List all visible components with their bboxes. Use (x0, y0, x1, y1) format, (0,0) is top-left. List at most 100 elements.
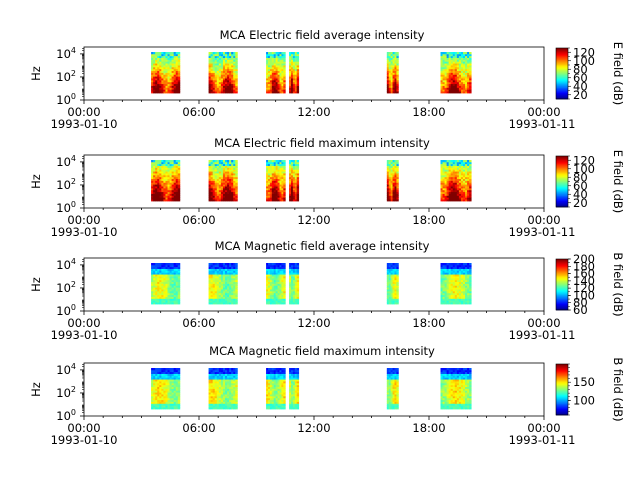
spectrogram-cell (291, 268, 294, 271)
spectrogram-cell (177, 81, 181, 85)
spectrogram-cell (151, 180, 154, 183)
data-segment (440, 160, 472, 202)
spectrogram-cell (386, 195, 390, 198)
spectrogram-cell (157, 272, 160, 275)
spectrogram-cell (462, 78, 466, 81)
colorbar-cell (556, 303, 568, 306)
spectrogram-cell (460, 83, 464, 86)
spectrogram-cell (208, 197, 212, 200)
spectrogram-cell (212, 173, 216, 176)
spectrogram-cell (173, 57, 177, 60)
spectrogram-cell (269, 176, 273, 180)
spectrogram-cell (165, 85, 168, 88)
spectrogram-cell (294, 66, 298, 70)
spectrogram-cell (177, 407, 181, 410)
spectrogram-cell (161, 55, 164, 58)
spectrogram-cell (208, 76, 212, 79)
spectrogram-cell (173, 266, 177, 269)
spectrogram-cell (390, 176, 393, 180)
spectrogram-cell (225, 52, 228, 55)
spectrogram-cell (279, 87, 282, 90)
spectrogram-cell (296, 167, 300, 170)
spectrogram-cell (233, 85, 236, 88)
spectrogram-cell (161, 388, 164, 391)
spectrogram-cell (161, 193, 164, 196)
spectrogram-cell (456, 169, 460, 172)
spectrogram-cell (283, 264, 286, 268)
spectrogram-cell (175, 379, 179, 382)
spectrogram-cell (231, 174, 234, 178)
spectrogram-cell (388, 173, 392, 176)
spectrogram-cell (465, 59, 468, 62)
spectrogram-cell (273, 292, 277, 296)
data-segment (266, 52, 286, 94)
spectrogram-cell (394, 289, 397, 292)
colorbar-cell (556, 62, 568, 64)
spectrogram-cell (163, 264, 166, 268)
spectrogram-cell (159, 57, 162, 60)
spectrogram-cell (448, 189, 452, 193)
spectrogram-cell (446, 292, 450, 296)
spectrogram-cell (450, 294, 454, 297)
spectrogram-cell (157, 392, 160, 395)
spectrogram-cell (212, 61, 216, 64)
spectrogram-cell (281, 55, 284, 58)
spectrogram-cell (163, 167, 166, 170)
spectrogram-cell (175, 397, 179, 401)
spectrogram-cell (277, 173, 280, 176)
spectrogram-cell (177, 399, 181, 402)
spectrogram-cell (163, 160, 166, 163)
spectrogram-cell (279, 270, 282, 273)
spectrogram-cell (440, 79, 443, 83)
spectrogram-cell (390, 167, 393, 170)
spectrogram-cell (292, 186, 296, 189)
spectrogram-cell (390, 180, 393, 183)
spectrogram-cell (171, 263, 175, 266)
spectrogram-cell (266, 79, 269, 83)
spectrogram-cell (171, 91, 175, 94)
spectrogram-cell (392, 298, 395, 301)
spectrogram-cell (446, 81, 450, 85)
spectrogram-cell (444, 52, 448, 55)
spectrogram-cell (171, 160, 175, 163)
spectrogram-cell (173, 285, 177, 288)
spectrogram-cell (153, 167, 156, 170)
spectrogram-cell (177, 281, 181, 284)
spectrogram-cell (277, 276, 280, 279)
spectrogram-cell (273, 302, 277, 305)
spectrogram-cell (208, 74, 212, 77)
spectrogram-cell (173, 85, 177, 88)
spectrogram-cell (173, 74, 177, 77)
spectrogram-cell (454, 279, 458, 283)
spectrogram-cell (440, 68, 443, 72)
spectrogram-cell (275, 176, 278, 180)
spectrogram-cell (294, 91, 298, 94)
spectrogram-cell (469, 263, 472, 266)
spectrogram-cell (167, 74, 170, 77)
spectrogram-cell (442, 182, 445, 185)
spectrogram-cell (388, 83, 392, 86)
spectrogram-cell (159, 277, 162, 281)
y-tick-exponent: 4 (71, 154, 76, 163)
spectrogram-cell (273, 52, 277, 55)
spectrogram-cell (225, 76, 228, 79)
spectrogram-cell (452, 289, 456, 292)
spectrogram-cell (271, 294, 275, 297)
spectrogram-cell (210, 163, 214, 166)
spectrogram-cell (177, 268, 181, 271)
y-tick-exponent: 2 (71, 177, 76, 186)
spectrogram-cell (151, 171, 154, 174)
spectrogram-cell (390, 184, 393, 187)
spectrogram-cell (229, 290, 232, 294)
spectrogram-cell (281, 268, 284, 271)
spectrogram-cell (271, 74, 275, 77)
spectrogram-cell (460, 272, 464, 275)
spectrogram-cell (161, 87, 164, 90)
spectrogram-cell (175, 399, 179, 402)
spectrogram-cell (452, 296, 456, 299)
spectrogram-cell (161, 76, 164, 79)
spectrogram-cell (291, 163, 294, 166)
spectrogram-cell (269, 182, 273, 185)
spectrogram-cell (396, 197, 399, 200)
spectrogram-cell (277, 61, 280, 64)
